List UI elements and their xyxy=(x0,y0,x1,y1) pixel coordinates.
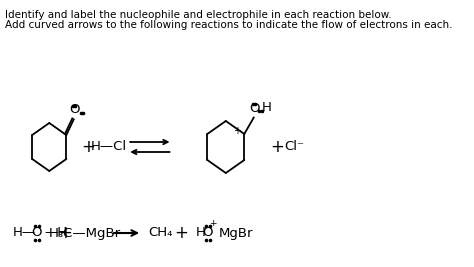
Text: +: + xyxy=(58,224,72,242)
Text: +: + xyxy=(233,126,241,136)
Text: Add curved arrows to the following reactions to indicate the flow of electrons i: Add curved arrows to the following react… xyxy=(5,20,452,30)
Text: H₃C—MgBr: H₃C—MgBr xyxy=(48,226,121,239)
Text: O: O xyxy=(202,226,213,239)
Text: +: + xyxy=(174,224,188,242)
Text: H—Cl: H—Cl xyxy=(91,140,127,154)
Text: +: + xyxy=(81,138,95,156)
Text: O: O xyxy=(69,103,80,116)
Text: O: O xyxy=(32,226,42,239)
Text: H—: H— xyxy=(12,226,36,239)
Text: CH₄: CH₄ xyxy=(148,226,173,239)
Text: H: H xyxy=(196,226,206,239)
Text: O: O xyxy=(249,102,260,115)
Text: Cl⁻: Cl⁻ xyxy=(284,140,304,154)
Text: MgBr: MgBr xyxy=(219,226,254,239)
Text: +: + xyxy=(209,219,217,229)
Text: Identify and label the nucleophile and electrophile in each reaction below.: Identify and label the nucleophile and e… xyxy=(5,10,392,20)
Text: H: H xyxy=(262,101,272,114)
Text: —H: —H xyxy=(45,226,67,239)
Text: +: + xyxy=(271,138,284,156)
